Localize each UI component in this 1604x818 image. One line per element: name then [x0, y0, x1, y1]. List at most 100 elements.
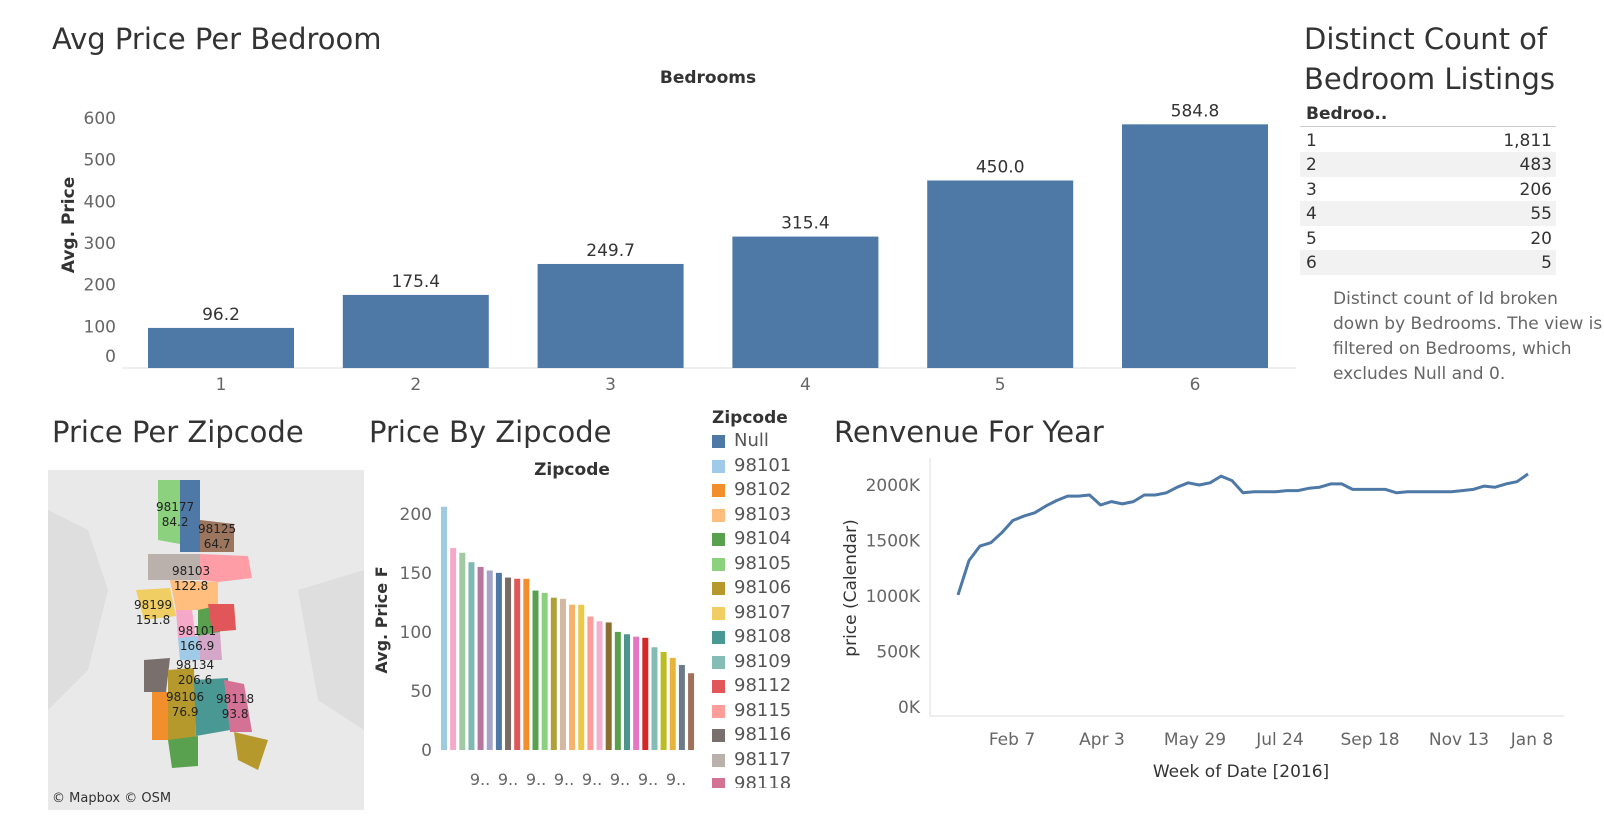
table-cell-bedrooms: 3 [1306, 179, 1317, 200]
avg-price-y-tick: 200 [84, 276, 116, 296]
price-by-zip-bar [587, 616, 594, 750]
avg-price-value-label: 96.2 [202, 305, 240, 325]
price-by-zip-y-axis-label: Avg. Price F [372, 566, 391, 673]
revenue-x-tick: Nov 13 [1429, 730, 1489, 750]
legend-swatch [712, 680, 725, 693]
price-by-zip-x-tick: 9.. [554, 770, 574, 789]
price-by-zip-y-tick: 0 [421, 741, 432, 761]
avg-price-bar [148, 327, 294, 368]
price-by-zip-x-tick: 9.. [582, 770, 602, 789]
revenue-x-tick: Apr 3 [1079, 730, 1125, 750]
legend-label: 98107 [734, 601, 792, 623]
legend-title: Zipcode [712, 408, 788, 428]
price-by-zip-bar [459, 552, 466, 750]
avg-price-bars: 96.2 1 175.4 2 249.7 3 315.4 4 450.0 5 584.8 6 [148, 101, 1268, 395]
zipcode-legend[interactable]: Null 98101 98102 98103 98104 98105 98106 98107 9… [712, 430, 812, 788]
map-credit: © Mapbox © OSM [52, 791, 172, 806]
price-by-zip-bar [605, 622, 612, 750]
price-by-zip-y-ticks: 0 50 100 150 200 [400, 505, 432, 761]
table-cell-count: 1,811 [1503, 131, 1552, 151]
price-by-zip-bar [523, 578, 530, 750]
avg-price-value-label: 315.4 [781, 214, 830, 234]
table-header: Bedroo.. [1306, 104, 1388, 124]
price-by-zip-bar [596, 621, 603, 750]
legend-label: 98101 [734, 454, 792, 476]
price-by-zip-x-tick: 9.. [498, 770, 518, 789]
legend-swatch [712, 778, 725, 788]
price-by-zip-bar [450, 548, 457, 750]
price-by-zip-bar [468, 562, 475, 750]
table-cell-bedrooms: 5 [1306, 228, 1317, 249]
price-by-zip-x-tick: 9.. [470, 770, 490, 789]
price-by-zip-bar [633, 636, 640, 750]
table-cell-bedrooms: 1 [1306, 131, 1317, 151]
table-cell-bedrooms: 6 [1306, 253, 1317, 273]
revenue-x-tick: Jul 24 [1255, 730, 1304, 750]
map-zip-label: 98118 93.8 [216, 692, 255, 721]
revenue-y-tick: 0K [898, 698, 921, 718]
map-shapes [48, 470, 364, 810]
legend-swatch [712, 435, 725, 448]
avg-price-bar [537, 263, 684, 368]
revenue-line [956, 472, 1529, 596]
table-row: 3 206 [1300, 176, 1556, 202]
legend-label: 98118 [734, 773, 792, 788]
avg-price-bar [342, 294, 489, 368]
legend-label: 98104 [734, 528, 792, 549]
avg-price-y-tick: 100 [84, 317, 116, 337]
table-row: 5 20 [1300, 225, 1556, 251]
avg-price-y-ticks: 0 100 200 300 400 500 600 [84, 109, 116, 367]
price-by-zip-y-tick: 200 [400, 505, 432, 525]
revenue-x-tick: Sep 18 [1340, 730, 1399, 750]
legend-label: 98117 [734, 748, 792, 770]
legend-swatch [712, 557, 725, 571]
legend-label: 98108 [734, 626, 792, 647]
price-by-zip-bar [624, 634, 630, 750]
avg-price-value-label: 175.4 [391, 272, 440, 292]
price-by-zip-bar [660, 651, 667, 750]
table-cell-bedrooms: 2 [1306, 155, 1317, 176]
table-cell-bedrooms: 4 [1306, 204, 1317, 225]
legend-swatch [712, 704, 725, 718]
map-zip-label: 98103 122.8 [172, 564, 211, 593]
price-by-zip-bar [541, 592, 548, 750]
revenue-y-ticks: 0K 500K 1000K 1500K 2000K [866, 476, 921, 718]
price-by-zip-x-tick: 9.. [526, 770, 546, 789]
price-by-zip-title: Price By Zipcode [369, 415, 612, 449]
map-zip-label: 98125 64.7 [198, 522, 237, 551]
price-by-zip-bar [486, 570, 493, 750]
table-note: Distinct count of Id broken down by Bedr… [1333, 289, 1603, 384]
price-by-zip-bar [578, 604, 585, 750]
legend-swatch [712, 582, 725, 595]
avg-price-x-tick: 6 [1190, 375, 1201, 395]
price-by-zip-bar [569, 604, 576, 750]
avg-price-y-tick: 500 [84, 151, 116, 171]
legend-swatch [712, 631, 725, 644]
avg-price-value-label: 450.0 [976, 158, 1025, 178]
avg-price-x-tick: 2 [410, 375, 421, 395]
avg-price-y-tick: 0 [105, 347, 116, 367]
legend-swatch [712, 459, 725, 473]
legend-swatch [712, 655, 725, 669]
map-zip-label: 98101 166.9 [178, 624, 217, 653]
legend-label: 98112 [734, 675, 792, 696]
legend-swatch [712, 484, 725, 497]
price-by-zip-bars [441, 506, 695, 750]
price-by-zip-bar [477, 566, 484, 750]
legend-swatch [712, 508, 725, 522]
price-per-zip-title: Price Per Zipcode [52, 415, 304, 449]
avg-price-bar [1122, 124, 1268, 368]
legend-label: 98116 [734, 724, 792, 745]
legend-label: 98109 [734, 650, 792, 672]
avg-price-x-tick: 4 [800, 375, 811, 395]
avg-price-y-tick: 300 [84, 234, 116, 254]
map-zip-label: 98134 206.6 [176, 658, 215, 687]
price-by-zip-x-tick: 9.. [666, 770, 686, 789]
legend-swatch [712, 606, 725, 620]
price-by-zip-bar [559, 598, 566, 750]
legend-swatch [712, 753, 725, 767]
price-by-zip-y-tick: 100 [400, 623, 432, 643]
distinct-count-title-line1: Distinct Count of [1304, 22, 1548, 56]
zipcode-map[interactable]: 98177 84.2 98125 64.7 98103 122.8 98199 151.8 98… [48, 470, 364, 810]
legend-label: 98106 [734, 577, 792, 598]
